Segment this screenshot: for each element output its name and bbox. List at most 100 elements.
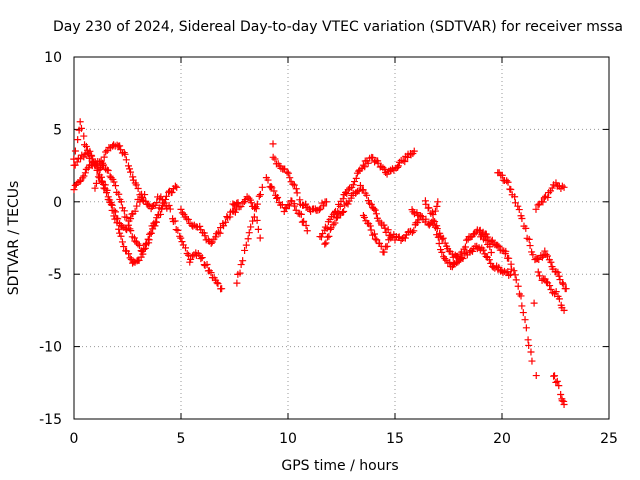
data-point [110, 206, 118, 214]
data-point [86, 147, 94, 155]
data-point [220, 222, 228, 230]
x-tick-label: 10 [279, 431, 297, 447]
data-point [144, 200, 152, 208]
data-point [371, 206, 379, 214]
data-point [247, 199, 255, 207]
data-point [172, 226, 180, 234]
data-point [339, 208, 347, 216]
data-point [380, 248, 388, 256]
data-point [117, 198, 125, 206]
data-point [349, 181, 357, 189]
data-point [277, 164, 285, 172]
data-point [122, 225, 130, 233]
data-point [116, 142, 124, 150]
data-point [395, 233, 403, 241]
data-point [383, 242, 391, 250]
data-point [256, 234, 264, 242]
data-point [303, 227, 311, 235]
data-point [425, 204, 433, 212]
data-point [331, 209, 339, 217]
data-point [484, 233, 492, 241]
data-point [541, 247, 549, 255]
data-point [539, 198, 547, 206]
data-point [526, 242, 534, 250]
data-point [127, 227, 135, 235]
data-point [339, 195, 347, 203]
data-point [367, 226, 375, 234]
data-point [434, 233, 442, 241]
data-point [97, 163, 105, 171]
data-point [111, 208, 119, 216]
data-point [297, 210, 305, 218]
data-point [329, 221, 337, 229]
data-point [70, 155, 78, 163]
data-point [401, 234, 409, 242]
data-point [441, 255, 449, 263]
data-point [241, 246, 249, 254]
data-point [198, 254, 206, 262]
data-point [70, 186, 78, 194]
data-point [258, 183, 266, 191]
data-point [242, 241, 250, 249]
data-point [115, 190, 123, 198]
data-point [381, 165, 389, 173]
data-point [380, 221, 388, 229]
data-point [429, 211, 437, 219]
data-point [80, 172, 88, 180]
data-point [123, 226, 131, 234]
data-point [112, 182, 120, 190]
data-point [136, 198, 144, 206]
data-point [525, 341, 533, 349]
data-point [536, 272, 544, 280]
data-point [511, 271, 519, 279]
data-point [482, 230, 490, 238]
data-point [98, 177, 106, 185]
data-point [256, 191, 264, 199]
data-point [291, 202, 299, 210]
data-point [502, 247, 510, 255]
data-point [122, 156, 130, 164]
data-point [104, 166, 112, 174]
data-point [284, 169, 292, 177]
data-point [434, 198, 442, 206]
data-point [542, 250, 550, 258]
data-point [218, 285, 226, 293]
data-point [237, 203, 245, 211]
data-point [249, 217, 257, 225]
data-point [538, 276, 546, 284]
data-point [454, 258, 462, 266]
data-point [129, 173, 137, 181]
data-point [431, 223, 439, 231]
data-point [439, 234, 447, 242]
data-point [518, 215, 526, 223]
x-tick-label: 25 [600, 431, 618, 447]
data-point [498, 171, 506, 179]
data-point [177, 205, 185, 213]
data-point [100, 153, 108, 161]
data-point [560, 183, 568, 191]
data-point [546, 282, 554, 290]
data-point [102, 148, 110, 156]
chart-title: Day 230 of 2024, Sidereal Day-to-day VTE… [53, 19, 623, 35]
data-point [446, 258, 454, 266]
data-point [134, 240, 142, 248]
data-point [203, 261, 211, 269]
data-point [461, 243, 469, 251]
data-point [236, 269, 244, 277]
data-point [408, 228, 416, 236]
data-point [184, 215, 192, 223]
data-point [495, 263, 503, 271]
data-point [369, 154, 377, 162]
data-point [134, 184, 142, 192]
data-point [326, 215, 334, 223]
data-point [530, 299, 538, 307]
x-tick-label: 0 [70, 431, 79, 447]
data-point [201, 232, 209, 240]
data-point [355, 187, 363, 195]
data-point [174, 226, 182, 234]
data-point [76, 177, 84, 185]
data-point [80, 132, 88, 140]
x-axis-label: GPS time / hours [281, 458, 398, 474]
data-point [384, 226, 392, 234]
data-point [486, 243, 494, 251]
